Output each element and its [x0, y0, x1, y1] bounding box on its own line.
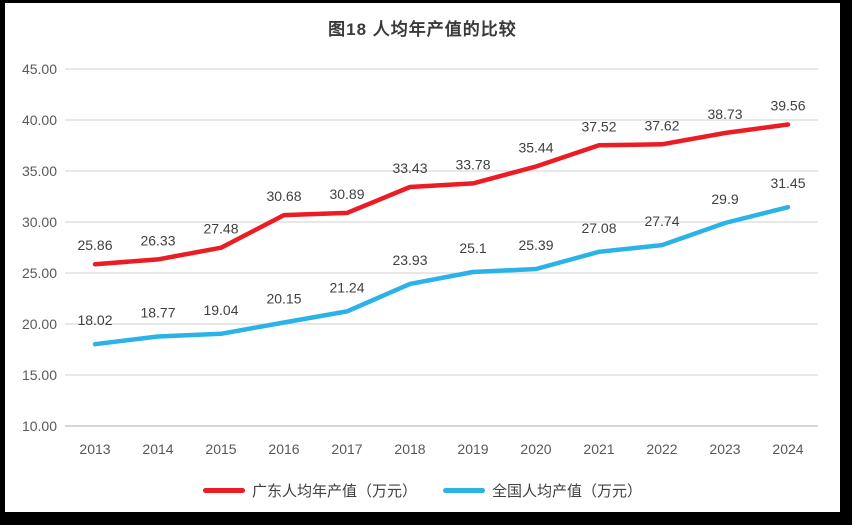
x-tick-label: 2014 — [142, 441, 173, 457]
legend-item-national: 全国人均产值（万元） — [443, 480, 642, 501]
y-tick-label: 15.00 — [22, 367, 57, 383]
data-label: 33.43 — [392, 160, 427, 176]
data-label: 37.62 — [644, 117, 679, 133]
data-label: 39.56 — [770, 97, 805, 113]
legend-item-guangdong: 广东人均年产值（万元） — [202, 480, 417, 501]
y-tick-label: 35.00 — [22, 163, 57, 179]
x-tick-label: 2022 — [646, 441, 677, 457]
data-label: 25.1 — [459, 240, 486, 256]
data-label: 25.39 — [518, 237, 553, 253]
chart-canvas: 图18 人均年产值的比较 10.00 15.00 20.00 25.00 30.00 35… — [5, 3, 840, 512]
red-line-swatch — [202, 487, 245, 493]
data-label: 27.74 — [644, 213, 679, 229]
x-tick-label: 2021 — [583, 441, 614, 457]
data-label: 23.93 — [392, 252, 427, 268]
x-tick-label: 2023 — [709, 441, 740, 457]
data-label: 25.86 — [77, 237, 112, 253]
series-line — [92, 122, 791, 267]
data-label: 37.52 — [581, 118, 616, 134]
data-label: 35.44 — [518, 140, 553, 156]
data-label: 30.68 — [266, 188, 301, 204]
x-tick-label: 2019 — [457, 441, 488, 457]
data-label: 27.48 — [203, 221, 238, 237]
data-label: 18.77 — [140, 305, 175, 321]
y-tick-label: 25.00 — [22, 265, 57, 281]
data-label: 27.08 — [581, 220, 616, 236]
data-label: 38.73 — [707, 106, 742, 122]
data-label: 18.02 — [77, 312, 112, 328]
x-tick-label: 2024 — [772, 441, 803, 457]
y-tick-label: 30.00 — [22, 214, 57, 230]
x-axis-tick-labels: 2013 2014 2015 2016 2017 2018 2019 2020 2021 2022… — [79, 441, 803, 457]
blue-line-swatch — [443, 487, 485, 493]
chart-title: 图18 人均年产值的比较 — [328, 20, 517, 39]
y-tick-label: 45.00 — [22, 61, 57, 77]
x-tick-label: 2013 — [79, 441, 110, 457]
x-tick-label: 2017 — [331, 441, 362, 457]
data-label: 30.89 — [329, 186, 364, 202]
legend-label-national: 全国人均产值（万元） — [492, 482, 643, 500]
data-label: 29.9 — [711, 191, 738, 207]
y-tick-label: 20.00 — [22, 316, 57, 332]
legend-label-guangdong: 广东人均年产值（万元） — [251, 482, 417, 500]
y-axis-tick-labels: 10.00 15.00 20.00 25.00 30.00 35.00 40.00 45.00 — [22, 61, 57, 434]
chart-legend: 广东人均年产值（万元） 全国人均产值（万元） — [5, 477, 840, 503]
y-tick-label: 10.00 — [22, 418, 57, 434]
data-label: 19.04 — [203, 302, 238, 318]
data-label: 26.33 — [140, 232, 175, 248]
data-label: 31.45 — [770, 175, 805, 191]
x-tick-label: 2015 — [205, 441, 236, 457]
series-0: 25.86 26.33 27.48 30.68 30.89 33.43 33.78 35.44… — [77, 97, 806, 267]
gridlines — [65, 68, 818, 427]
series-1: 18.02 18.77 19.04 20.15 21.24 23.93 25.1 25.39 2… — [77, 175, 806, 347]
x-tick-label: 2016 — [268, 441, 299, 457]
x-tick-label: 2020 — [520, 441, 551, 457]
series-line — [92, 204, 791, 347]
line-chart: 10.00 15.00 20.00 25.00 30.00 35.00 40.00 45.00… — [22, 61, 818, 457]
x-tick-label: 2018 — [394, 441, 425, 457]
data-label: 33.78 — [455, 156, 490, 172]
data-label: 20.15 — [266, 290, 301, 306]
y-tick-label: 40.00 — [22, 112, 57, 128]
data-label: 21.24 — [329, 279, 364, 295]
